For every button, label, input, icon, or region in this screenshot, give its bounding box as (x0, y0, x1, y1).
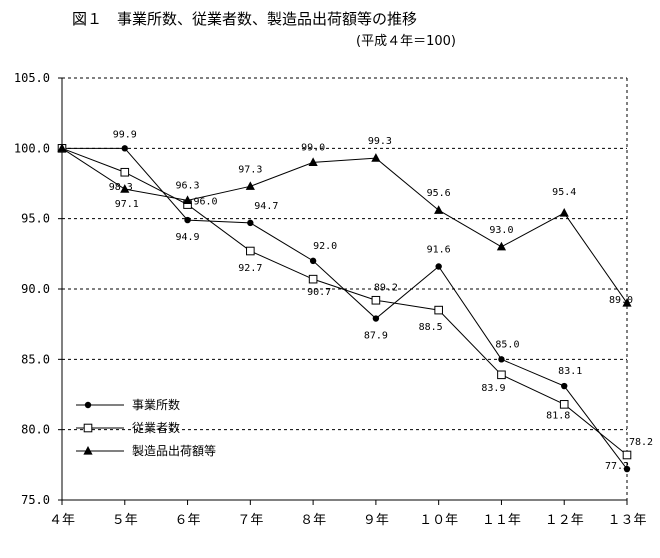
data-point-square (246, 246, 255, 256)
data-label: 96.0 (194, 197, 218, 208)
data-point-square (308, 274, 318, 284)
data-point-square (497, 370, 506, 380)
data-label: 92.0 (313, 241, 337, 252)
data-point-circle (84, 401, 92, 409)
data-point-triangle (120, 184, 130, 193)
x-tick-label: ７年 (237, 513, 263, 528)
chart-title: 図１ 事業所数、従業者数、製造品出荷額等の推移 (72, 10, 417, 28)
data-label: 87.9 (364, 331, 388, 342)
data-point-circle (435, 263, 442, 270)
chart-subtitle: (平成４年＝100) (356, 34, 456, 49)
data-point-square (434, 305, 443, 315)
y-tick-label: 90.0 (21, 282, 50, 296)
data-label: 93.0 (489, 225, 513, 236)
series-layer (57, 143, 632, 473)
data-point-triangle (245, 181, 255, 190)
legend-label: 製造品出荷額等 (132, 444, 216, 458)
data-point-square (83, 423, 93, 433)
data-label: 77.2 (605, 461, 629, 472)
data-label: 78.2 (629, 437, 653, 448)
data-label: 99.3 (368, 136, 392, 147)
data-point-circle (309, 257, 317, 265)
data-point-circle (247, 219, 254, 227)
data-point-circle (121, 145, 128, 152)
data-label: 95.6 (427, 188, 451, 199)
data-point-circle (623, 465, 631, 473)
data-point-circle (184, 216, 191, 224)
data-label: 94.7 (254, 201, 278, 212)
grid-lines (62, 77, 627, 431)
data-point-triangle (83, 446, 93, 455)
data-point-triangle (622, 298, 632, 307)
data-label: 97.1 (115, 199, 139, 210)
series-line (61, 147, 628, 304)
data-label: 88.5 (419, 322, 443, 333)
data-label: 99.9 (113, 130, 137, 141)
series-line (61, 147, 628, 456)
x-tick-label: ９年 (363, 513, 389, 528)
data-label: 85.0 (495, 339, 519, 350)
data-point-triangle (496, 241, 507, 251)
y-tick-label: 105.0 (14, 71, 50, 85)
data-label: 97.3 (238, 164, 262, 175)
legend-label: 事業所数 (132, 397, 180, 412)
data-point-circle (372, 315, 380, 322)
data-label: 98.3 (109, 182, 133, 193)
x-tick-label: １３年 (607, 513, 646, 528)
data-point-circle (561, 382, 568, 390)
data-label: 95.4 (552, 187, 576, 198)
axes: 75.0 80.0 85.0 90.0 95.0 100.0 105.0 ４年 ５年 ６年 ７年 ８年… (14, 71, 647, 528)
legend-item: 従業者数 (76, 420, 180, 435)
data-label: 89.0 (609, 295, 633, 306)
data-label: 96.3 (176, 180, 200, 191)
data-label: 89.2 (374, 282, 398, 293)
data-label: 83.1 (558, 366, 582, 377)
x-tick-label: １１年 (482, 513, 521, 528)
y-tick-label: 100.0 (14, 141, 50, 155)
data-point-triangle (371, 153, 381, 162)
data-label: 83.9 (481, 383, 505, 394)
data-labels: 94.9 94.7 92.0 87.9 91.6 85.0 83.1 77.2 98.3 96.0… (109, 130, 653, 472)
data-label: 92.7 (238, 263, 262, 274)
x-tick-label: １０年 (419, 513, 458, 528)
data-label: 99.0 (301, 142, 325, 153)
data-label: 90.7 (307, 287, 331, 298)
data-point-square (622, 450, 632, 460)
x-tick-label: ８年 (300, 513, 326, 528)
x-tick-label: ５年 (112, 513, 138, 528)
data-point-circle (498, 356, 505, 363)
data-point-square (120, 167, 130, 177)
data-point-square (371, 295, 381, 305)
x-tick-label: ６年 (175, 513, 201, 528)
legend-item: 製造品出荷額等 (76, 444, 216, 458)
data-point-triangle (434, 205, 444, 214)
y-tick-label: 95.0 (21, 212, 50, 226)
data-point-triangle (182, 195, 193, 204)
data-point-triangle (57, 143, 67, 152)
series-3 (57, 143, 632, 307)
data-label: 81.8 (546, 410, 570, 421)
y-tick-label: 85.0 (21, 352, 50, 366)
data-point-square (559, 400, 569, 409)
x-tick-label: １２年 (545, 513, 584, 528)
legend-label: 従業者数 (132, 420, 180, 435)
data-label: 94.9 (176, 232, 200, 243)
legend-item: 事業所数 (76, 397, 180, 412)
x-tick-label: ４年 (49, 513, 75, 528)
y-tick-label: 75.0 (21, 493, 50, 507)
y-tick-label: 80.0 (21, 423, 50, 437)
data-point-triangle (559, 208, 569, 217)
data-label: 91.6 (427, 244, 451, 255)
data-point-triangle (308, 157, 318, 166)
